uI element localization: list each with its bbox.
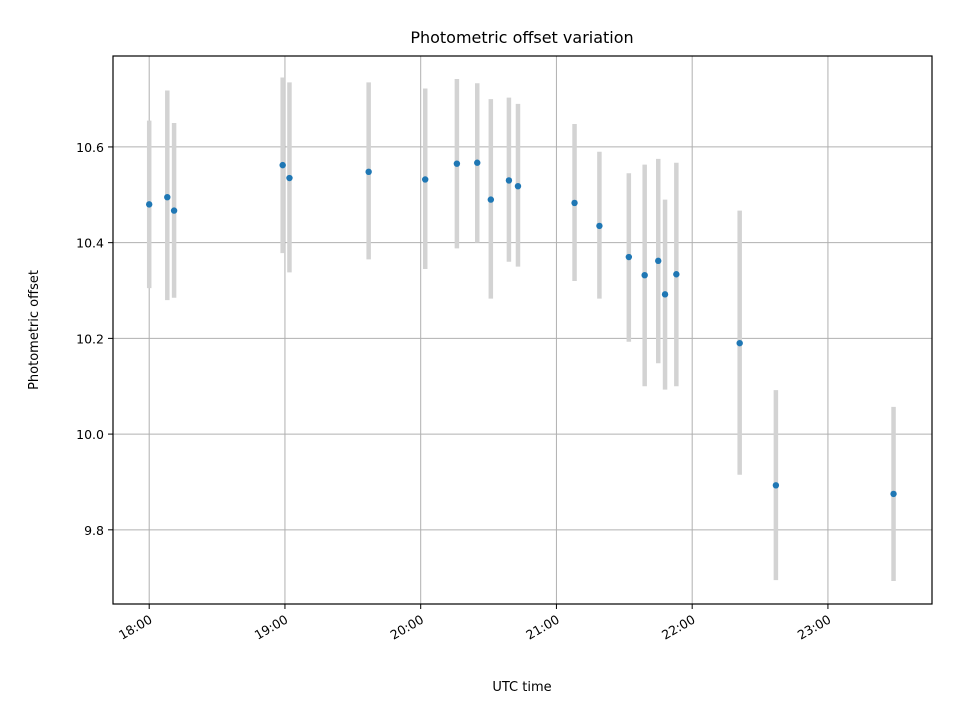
grid-lines [113, 56, 932, 604]
x-axis-label: UTC time [492, 680, 551, 695]
data-point [890, 490, 897, 498]
data-point [474, 159, 481, 166]
data-point [170, 207, 178, 214]
data-point [596, 222, 603, 230]
data-point [661, 291, 669, 298]
y-tick-label: 9.8 [84, 523, 104, 538]
data-point [164, 193, 171, 201]
data-point [673, 271, 680, 278]
y-axis-ticks: 9.8 10.0 10.2 10.4 10.6 [76, 140, 113, 538]
chart-title: Photometric offset variation [410, 28, 633, 47]
data-point [772, 482, 780, 489]
data-point [655, 257, 662, 265]
data-point [487, 196, 495, 203]
data-point [625, 253, 633, 261]
data-point [571, 199, 578, 207]
y-tick-label: 10.4 [76, 236, 104, 251]
data-point [422, 176, 429, 183]
data-point [514, 182, 522, 190]
data-point [286, 174, 293, 182]
y-axis-label: Photometric offset [27, 270, 42, 390]
data-point [145, 201, 153, 208]
plot-frame [112, 55, 933, 605]
y-tick-label: 10.0 [76, 427, 104, 442]
data-point [736, 339, 743, 347]
data-point [505, 177, 513, 184]
data-point [641, 272, 648, 279]
data-point [365, 168, 372, 176]
y-tick-label: 10.2 [76, 331, 104, 346]
data-point [279, 161, 286, 169]
y-tick-label: 10.6 [76, 140, 104, 155]
data-point [453, 160, 461, 167]
data-points [145, 159, 897, 498]
